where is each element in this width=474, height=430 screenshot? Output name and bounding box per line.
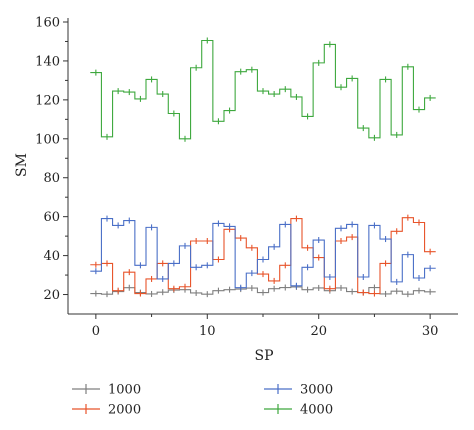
legend-item-1000: 1000 <box>72 383 141 398</box>
series-1000 <box>90 283 436 298</box>
y-tick-label: 120 <box>35 93 60 108</box>
plot-series <box>90 37 436 298</box>
series-2000 <box>90 214 436 297</box>
legend-item-4000: 4000 <box>264 403 333 418</box>
y-tick-label: 100 <box>35 132 60 147</box>
y-tick-label: 80 <box>43 171 60 186</box>
series-3000 <box>90 215 436 291</box>
x-axis-title: SP <box>254 348 273 364</box>
y-tick-label: 20 <box>43 288 60 303</box>
x-tick-label: 20 <box>310 324 327 339</box>
x-tick-label: 10 <box>199 324 216 339</box>
legend-label: 2000 <box>108 403 141 418</box>
y-tick-label: 60 <box>43 210 60 225</box>
y-tick-label: 160 <box>35 16 60 31</box>
y-axis-title: SM <box>14 153 30 177</box>
x-tick-label: 30 <box>422 324 439 339</box>
legend-label: 3000 <box>300 383 333 398</box>
series-line-2000 <box>90 217 436 295</box>
series-line-3000 <box>90 218 436 289</box>
legend-label: 1000 <box>108 383 141 398</box>
y-tick-label: 40 <box>43 249 60 264</box>
y-tick-label: 140 <box>35 54 60 69</box>
legend-label: 4000 <box>300 403 333 418</box>
axes: 20 40 60 80 100 120 140 160 0 10 20 30 <box>35 16 458 339</box>
legend-item-3000: 3000 <box>264 383 333 398</box>
x-tick-label: 0 <box>92 324 100 339</box>
legend: 1000 2000 3000 4000 <box>72 383 333 418</box>
series-4000 <box>90 37 436 142</box>
legend-item-2000: 2000 <box>72 403 141 418</box>
